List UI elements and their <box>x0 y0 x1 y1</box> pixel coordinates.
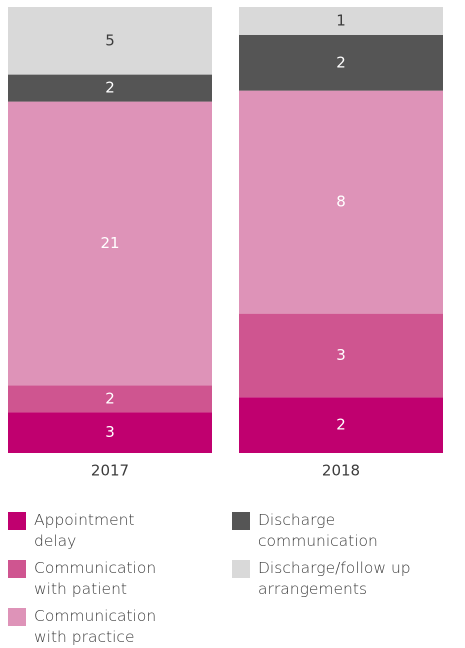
legend-item: Communication with practice <box>8 606 232 648</box>
bar-segment <box>239 34 443 91</box>
legend-swatch <box>8 512 26 530</box>
legend-label: Appointment delay <box>34 511 135 550</box>
bar-segment <box>8 385 212 413</box>
value-label: 2 <box>336 53 346 71</box>
value-label: 2 <box>105 79 115 97</box>
bar-segment <box>8 7 212 75</box>
value-label: 3 <box>336 346 346 364</box>
legend-label: Discharge/follow up arrangements <box>258 559 411 598</box>
bar-segment <box>239 90 443 314</box>
legend-swatch <box>232 512 250 530</box>
legend-item: Appointment delay <box>8 510 232 552</box>
value-label: 21 <box>100 234 119 252</box>
value-label: 5 <box>105 31 115 49</box>
legend-item: Discharge/follow up arrangements <box>232 558 457 600</box>
bar-segment <box>239 7 443 35</box>
legend-swatch <box>8 560 26 578</box>
legend-label: Communication with patient <box>34 559 157 598</box>
value-label: 3 <box>105 423 115 441</box>
value-label: 1 <box>336 11 346 29</box>
x-tick-label: 2017 <box>91 462 129 480</box>
bar-segment <box>239 397 443 453</box>
value-label: 2 <box>336 416 346 434</box>
legend: Appointment delay Communication with pati… <box>8 510 457 648</box>
legend-item: Discharge communication <box>232 510 457 552</box>
legend-label: Discharge communication <box>258 511 378 550</box>
legend-item: Communication with patient <box>8 558 232 600</box>
legend-label: Communication with practice <box>34 607 157 646</box>
x-tick-label: 2018 <box>322 462 360 480</box>
legend-swatch <box>232 560 250 578</box>
legend-swatch <box>8 608 26 626</box>
value-label: 2 <box>105 389 115 407</box>
page: 3 2 21 2 5 2017 2 3 8 2 1 2018 Appointment delay Com… <box>8 7 443 646</box>
bar-segment <box>8 412 212 453</box>
bar-segment <box>8 74 212 102</box>
value-label: 8 <box>336 193 346 211</box>
bar-segment <box>8 101 212 386</box>
bar-segment <box>239 313 443 398</box>
